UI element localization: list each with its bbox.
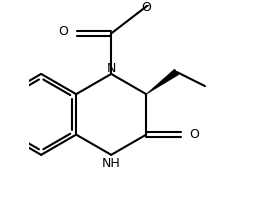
Text: NH: NH bbox=[102, 157, 121, 170]
Polygon shape bbox=[146, 69, 179, 94]
Text: O: O bbox=[58, 25, 68, 39]
Text: O: O bbox=[141, 1, 151, 14]
Text: O: O bbox=[189, 128, 199, 141]
Text: N: N bbox=[106, 62, 116, 75]
